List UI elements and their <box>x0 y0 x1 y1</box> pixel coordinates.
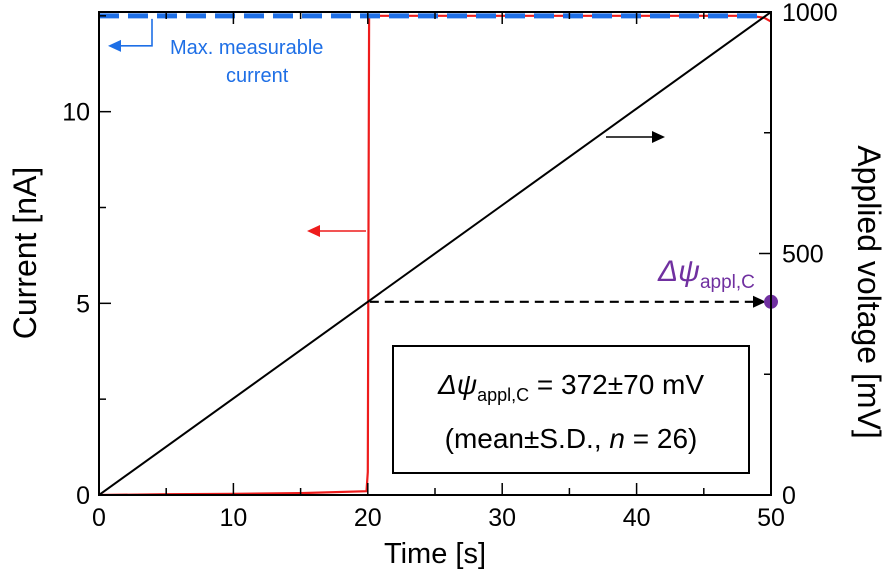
annotation-stat-suffix: = 26) <box>625 423 697 454</box>
x-tick-label: 50 <box>757 504 785 532</box>
y2-tick-label: 500 <box>782 241 824 269</box>
x-tick-label: 30 <box>488 504 516 532</box>
max-current-label-line1: Max. measurable <box>170 37 323 59</box>
annotation-stat-prefix: (mean±S.D., <box>445 423 610 454</box>
threshold-point-label: Δψappl,C <box>657 255 755 293</box>
x-tick-label: 10 <box>219 504 247 532</box>
annotation-box <box>392 345 750 474</box>
annotation-symbol: Δψ <box>437 369 477 400</box>
annotation-value: = 372±70 mV <box>529 369 704 400</box>
y-tick-label: 10 <box>62 99 90 127</box>
x-tick-label: 40 <box>623 504 651 532</box>
threshold-point-label-sub: appl,C <box>700 272 755 293</box>
y-axis-title: Current [nA] <box>7 167 43 340</box>
annotation-subscript: appl,C <box>477 385 529 405</box>
y-tick-label: 5 <box>76 290 90 318</box>
x-tick-label: 0 <box>92 504 106 532</box>
max-current-arrowhead <box>108 39 121 52</box>
annotation-line-1: Δψappl,C = 372±70 mV <box>437 369 704 405</box>
left-axis-arrowhead <box>307 225 320 237</box>
annotation-line-2: (mean±S.D., n = 26) <box>445 423 698 454</box>
y-tick-label: 0 <box>76 482 90 510</box>
max-current-label-line2: current <box>226 65 289 87</box>
x-tick-label: 20 <box>354 504 382 532</box>
annotation-n: n <box>609 423 625 454</box>
threshold-arrowhead <box>753 295 766 308</box>
max-current-bracket <box>120 18 153 47</box>
y2-axis-title: Applied voltage [mV] <box>851 145 887 439</box>
threshold-point-label-main: Δψ <box>657 255 700 288</box>
y2-tick-label: 1000 <box>782 0 838 27</box>
right-axis-arrowhead <box>652 131 665 143</box>
y2-tick-label: 0 <box>782 482 796 510</box>
voltage-line <box>99 12 771 495</box>
x-axis-title: Time [s] <box>384 538 486 570</box>
